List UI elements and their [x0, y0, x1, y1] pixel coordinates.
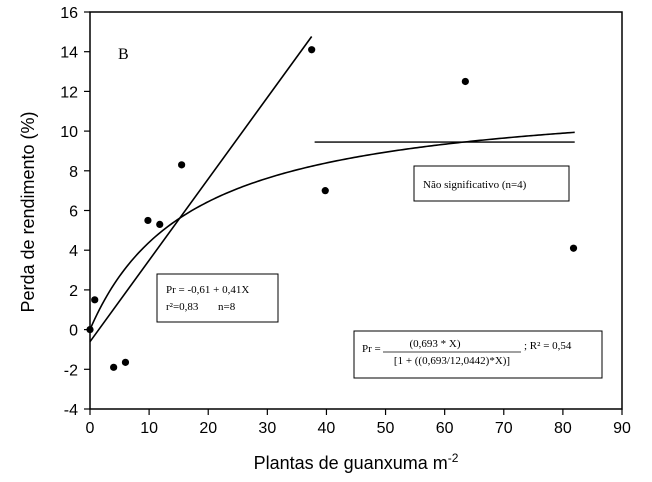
data-point	[91, 296, 99, 304]
x-tick-label: 60	[436, 420, 454, 437]
data-point	[308, 46, 316, 54]
x-axis-title: Plantas de guanxuma m-2	[254, 451, 459, 473]
panel-label: B	[118, 46, 129, 63]
hyperbolic-prefix: Pr =	[362, 343, 381, 355]
y-tick-label: 8	[69, 164, 78, 181]
x-tick-label: 30	[258, 420, 276, 437]
y-axis-title: Perda de rendimento (%)	[18, 111, 38, 312]
linear-r2: r²=0,83	[166, 301, 199, 313]
y-tick-label: 6	[69, 204, 78, 221]
y-tick-label: -2	[64, 362, 78, 379]
linear-fit-line	[89, 36, 313, 343]
x-tick-label: 50	[377, 420, 395, 437]
x-tick-label: 20	[199, 420, 217, 437]
y-tick-label: 14	[60, 45, 78, 62]
data-point	[321, 187, 329, 195]
y-tick-label: 16	[60, 5, 78, 22]
x-tick-label: 40	[318, 420, 336, 437]
data-point	[461, 77, 469, 86]
hyperbolic-r2: ; R² = 0,54	[524, 340, 572, 352]
linear-equation-box: Pr = -0,61 + 0,41X r²=0,83 n=8	[156, 273, 279, 323]
hyperbolic-equation-box: Pr = (0,693 * X) [1 + ((0,693/12,0442)*X…	[353, 330, 603, 379]
x-tick-label: 90	[613, 420, 631, 437]
y-tick-label: 2	[69, 283, 78, 300]
hyperbolic-fit-curve	[89, 131, 575, 330]
data-point	[121, 358, 130, 366]
y-tick-label: 10	[60, 124, 78, 141]
data-point	[86, 326, 94, 334]
data-point	[178, 161, 186, 169]
y-tick-label: 0	[69, 323, 78, 340]
x-tick-label: 70	[495, 420, 513, 437]
linear-n: n=8	[218, 301, 236, 313]
data-point	[156, 220, 164, 228]
data-point	[110, 363, 118, 371]
y-tick-label: 4	[69, 243, 78, 260]
x-tick-label: 0	[86, 420, 95, 437]
hyperbolic-denominator: [1 + ((0,693/12,0442)*X)]	[394, 355, 510, 367]
linear-equation: Pr = -0,61 + 0,41X	[166, 284, 249, 296]
x-tick-label: 80	[554, 420, 572, 437]
x-tick-label: 10	[140, 420, 158, 437]
nonsig-text: Não significativo (n=4)	[423, 179, 527, 191]
data-point	[569, 244, 578, 252]
data-point	[144, 216, 152, 225]
y-tick-label: 12	[60, 84, 78, 101]
y-tick-label: -4	[64, 402, 78, 419]
nonsig-box: Não significativo (n=4)	[413, 165, 570, 202]
hyperbolic-numerator: (0,693 * X)	[409, 338, 460, 350]
